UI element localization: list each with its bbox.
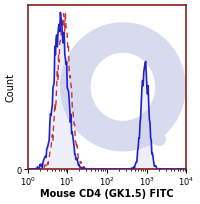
X-axis label: Mouse CD4 (GK1.5) FITC: Mouse CD4 (GK1.5) FITC [40,188,174,198]
Y-axis label: Count: Count [6,73,16,102]
FancyArrowPatch shape [147,127,159,140]
